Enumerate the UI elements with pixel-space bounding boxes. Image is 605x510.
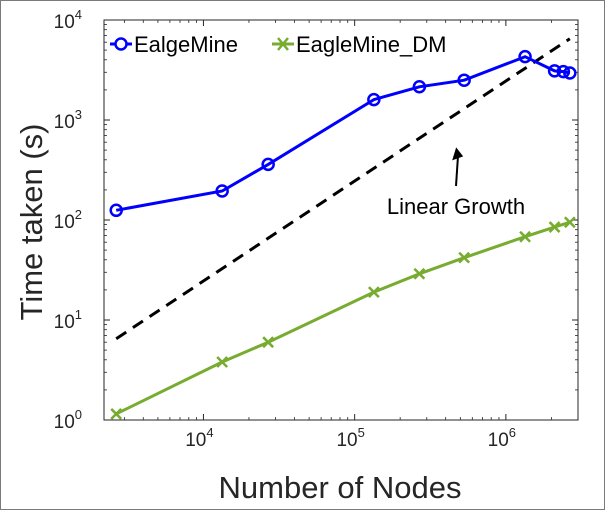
- legend-marker-stroke: [277, 37, 289, 51]
- data-point-stroke: [548, 221, 561, 233]
- annotation-label: Linear Growth: [387, 194, 525, 219]
- y-axis-label: Time taken (s): [14, 124, 49, 321]
- data-point: [458, 251, 471, 264]
- data-point: [547, 64, 562, 78]
- x-tick-label: 106: [488, 425, 516, 451]
- x-tick-label: 104: [185, 425, 213, 451]
- data-point: [262, 336, 275, 349]
- linear-growth-reference-line: [115, 37, 571, 340]
- legend: EalgeMine EagleMine_DM: [110, 32, 446, 57]
- major-ticks: [104, 19, 578, 421]
- data-point-stroke: [110, 408, 123, 420]
- data-point: [457, 73, 471, 87]
- y-tick-label: 102: [54, 207, 82, 233]
- y-tick-label: 103: [54, 107, 82, 133]
- data-point: [109, 203, 123, 218]
- data-point-stroke: [216, 356, 229, 368]
- data-point-stroke: [458, 251, 471, 264]
- data-point: [110, 408, 123, 420]
- data-point: [563, 66, 577, 80]
- y-tick-label: 104: [54, 7, 82, 33]
- data-point: [519, 230, 531, 243]
- legend-marker-0: [114, 37, 128, 51]
- data-point: [556, 64, 571, 79]
- data-point: [215, 184, 229, 198]
- data-point: [548, 221, 561, 233]
- data-point-stroke: [262, 336, 275, 349]
- plot-layer: 104 105 106 100 101 102 103 104 Linear Growth Eal…: [54, 7, 579, 451]
- data-point-stroke: [563, 216, 576, 229]
- data-point: [367, 92, 381, 107]
- data-point-stroke: [367, 286, 380, 299]
- data-point: [563, 216, 576, 229]
- data-point: [216, 356, 229, 368]
- minor-ticks: [104, 20, 578, 420]
- data-point: [412, 80, 427, 94]
- y-tick-label: 101: [54, 307, 82, 333]
- text-layer: Number of Nodes Time taken (s): [14, 124, 461, 505]
- y-tick-label: 100: [54, 407, 82, 433]
- data-point-stroke: [519, 230, 531, 243]
- legend-marker-1: [277, 37, 289, 51]
- data-point-stroke: [413, 267, 426, 280]
- legend-label-1: EagleMine_DM: [296, 32, 446, 57]
- x-axis-label: Number of Nodes: [219, 470, 462, 505]
- data-point: [413, 267, 426, 280]
- legend-label-0: EalgeMine: [134, 32, 238, 57]
- data-point: [518, 49, 532, 64]
- data-point: [261, 157, 275, 172]
- x-tick-label: 105: [336, 425, 364, 451]
- data-point: [367, 286, 380, 299]
- annotation-arrow-head: [452, 147, 464, 161]
- annotation-arrow-shaft: [455, 153, 460, 187]
